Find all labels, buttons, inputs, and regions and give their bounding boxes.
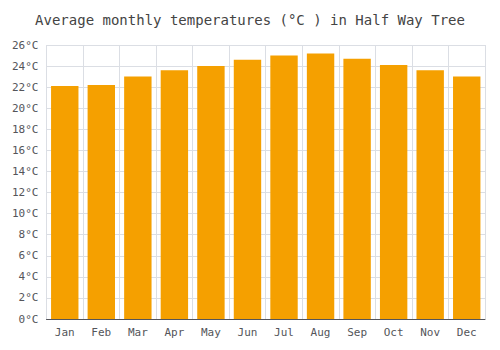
svg-text:Jul: Jul [274, 326, 294, 339]
svg-text:2°C: 2°C [19, 291, 39, 304]
svg-text:22°C: 22°C [12, 81, 39, 94]
svg-text:16°C: 16°C [12, 144, 39, 157]
svg-text:Sep: Sep [347, 326, 367, 339]
svg-text:Aug: Aug [311, 326, 331, 339]
svg-text:Dec: Dec [457, 326, 477, 339]
svg-text:Mar: Mar [128, 326, 148, 339]
svg-text:6°C: 6°C [19, 249, 39, 262]
svg-text:12°C: 12°C [12, 186, 39, 199]
svg-text:Apr: Apr [164, 326, 184, 339]
svg-text:Average monthly temperatures (: Average monthly temperatures (°C ) in Ha… [35, 12, 465, 28]
svg-text:14°C: 14°C [12, 165, 39, 178]
svg-text:24°C: 24°C [12, 60, 39, 73]
svg-text:18°C: 18°C [12, 123, 39, 136]
svg-text:0°C: 0°C [19, 313, 39, 326]
svg-text:26°C: 26°C [12, 39, 39, 52]
svg-text:10°C: 10°C [12, 207, 39, 220]
svg-text:8°C: 8°C [19, 228, 39, 241]
svg-text:Nov: Nov [420, 326, 440, 339]
svg-text:Jun: Jun [238, 326, 258, 339]
svg-text:20°C: 20°C [12, 102, 39, 115]
svg-text:Jan: Jan [55, 326, 75, 339]
svg-text:May: May [201, 326, 221, 339]
svg-text:4°C: 4°C [19, 270, 39, 283]
svg-text:Oct: Oct [384, 326, 404, 339]
svg-text:Feb: Feb [91, 326, 111, 339]
